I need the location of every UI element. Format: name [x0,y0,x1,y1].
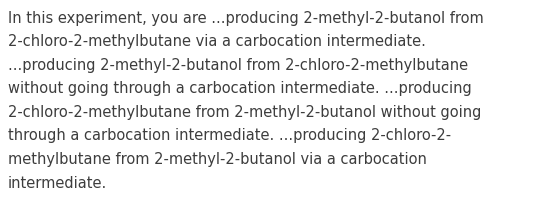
Text: intermediate.: intermediate. [8,176,107,190]
Text: through a carbocation intermediate. ...producing 2-chloro-2-: through a carbocation intermediate. ...p… [8,129,451,144]
Text: 2-chloro-2-methylbutane from 2-methyl-2-butanol without going: 2-chloro-2-methylbutane from 2-methyl-2-… [8,105,482,120]
Text: 2-chloro-2-methylbutane via a carbocation intermediate.: 2-chloro-2-methylbutane via a carbocatio… [8,34,426,50]
Text: In this experiment, you are ...producing 2-methyl-2-butanol from: In this experiment, you are ...producing… [8,11,484,26]
Text: methylbutane from 2-methyl-2-butanol via a carbocation: methylbutane from 2-methyl-2-butanol via… [8,152,427,167]
Text: ...producing 2-methyl-2-butanol from 2-chloro-2-methylbutane: ...producing 2-methyl-2-butanol from 2-c… [8,58,468,73]
Text: without going through a carbocation intermediate. ...producing: without going through a carbocation inte… [8,82,472,97]
